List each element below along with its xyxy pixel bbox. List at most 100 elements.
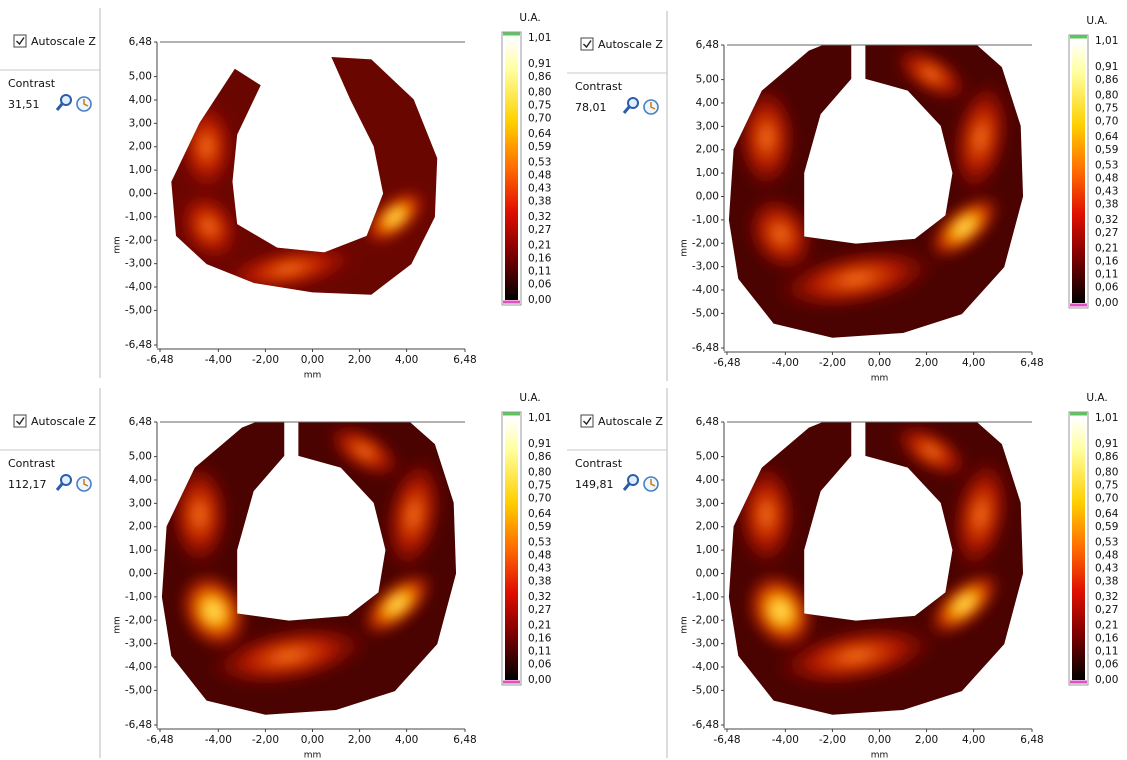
reset-hands[interactable] bbox=[650, 102, 656, 110]
reset-button[interactable] bbox=[76, 476, 92, 492]
autoscale-checkbox[interactable] bbox=[13, 414, 27, 428]
heat-spot bbox=[735, 460, 798, 569]
reset-button[interactable] bbox=[643, 476, 659, 492]
checkbox-box[interactable] bbox=[13, 414, 27, 428]
y-tick-label: 1,00 bbox=[129, 544, 152, 556]
heat-spot bbox=[219, 244, 359, 294]
colorbar-tick-label: 0,16 bbox=[528, 252, 552, 264]
reset-button[interactable] bbox=[76, 96, 92, 112]
y-tick-label: 4,00 bbox=[129, 474, 152, 486]
x-tick-label: 0,00 bbox=[301, 734, 324, 746]
reset-button[interactable] bbox=[643, 99, 659, 115]
colorbar-tick-label: 0,43 bbox=[528, 562, 551, 574]
autoscale-label: Autoscale Z bbox=[598, 38, 663, 51]
colorbar-tick-label: 0,27 bbox=[528, 224, 551, 236]
panel: Autoscale Z Contrast 112,17 6,48 5,00 4,00 3,0… bbox=[0, 388, 552, 760]
x-tick-label: 6,48 bbox=[1020, 357, 1043, 369]
colorbar-tick-label: 0,11 bbox=[1095, 268, 1118, 280]
y-tick-label: 4,00 bbox=[696, 474, 719, 486]
zoom-lens[interactable] bbox=[627, 97, 639, 109]
x-tick-label: -4,00 bbox=[205, 734, 232, 746]
zoom-lens[interactable] bbox=[627, 474, 639, 486]
x-tick-label: -2,00 bbox=[819, 734, 846, 746]
colorbar-tick-label: 0,43 bbox=[1095, 562, 1118, 574]
colorbar-tick-label: 0,38 bbox=[1095, 198, 1118, 210]
heat-spot bbox=[927, 194, 1002, 261]
autoscale-checkbox[interactable] bbox=[580, 37, 594, 51]
colorbar bbox=[1072, 418, 1085, 680]
x-axis-label: mm bbox=[871, 751, 889, 760]
checkbox-check[interactable] bbox=[16, 417, 25, 426]
x-axis-label: mm bbox=[304, 751, 322, 760]
checkbox-box[interactable] bbox=[580, 37, 594, 51]
colorbar-tick-label: 0,91 bbox=[528, 58, 551, 70]
heat-spot bbox=[178, 99, 235, 194]
colorbar-tick-label: 0,59 bbox=[528, 141, 551, 153]
y-tick-label: 3,00 bbox=[696, 120, 719, 132]
colorbar-tick-label: 0,21 bbox=[1095, 243, 1118, 255]
zoom-button[interactable] bbox=[622, 97, 639, 114]
y-axis-label: mm bbox=[113, 236, 123, 254]
colorbar-tick-label: 0,38 bbox=[1095, 575, 1118, 587]
zoom-button[interactable] bbox=[622, 474, 639, 491]
colorbar-tick-label: 0,64 bbox=[1095, 131, 1119, 143]
y-axis-label: mm bbox=[680, 239, 690, 257]
colorbar-tick-label: 0,00 bbox=[1095, 674, 1118, 686]
y-tick-label: 5,00 bbox=[129, 451, 152, 463]
colorbar-tick-label: 0,53 bbox=[1095, 160, 1118, 172]
colorbar-tick-label: 0,91 bbox=[1095, 61, 1118, 73]
y-tick-label: -2,00 bbox=[692, 237, 719, 249]
x-tick-label: 0,00 bbox=[868, 734, 891, 746]
panel: Autoscale Z Contrast 78,01 6,48 5,00 4,00 3,00… bbox=[567, 11, 1119, 384]
y-tick-label: -2,00 bbox=[125, 614, 152, 626]
y-tick-label: 3,00 bbox=[129, 117, 152, 129]
colorbar-tick-label: 0,64 bbox=[1095, 508, 1119, 520]
zoom-handle[interactable] bbox=[55, 483, 64, 491]
heatmap-body bbox=[728, 422, 1024, 715]
colorbar-tick-label: 0,43 bbox=[528, 182, 551, 194]
colorbar-tick-label: 0,48 bbox=[1095, 549, 1118, 561]
checkbox-check[interactable] bbox=[16, 37, 25, 46]
zoom-lens[interactable] bbox=[60, 94, 72, 106]
y-tick-label: -6,48 bbox=[125, 719, 152, 731]
zoom-button[interactable] bbox=[55, 474, 72, 491]
heat-spot bbox=[745, 570, 817, 652]
heat-spot bbox=[774, 247, 938, 311]
y-tick-label: 5,00 bbox=[696, 451, 719, 463]
colorbar-tick-label: 0,59 bbox=[528, 521, 551, 533]
colorbar-tick-label: 0,86 bbox=[1095, 74, 1119, 86]
zoom-handle[interactable] bbox=[622, 483, 631, 491]
colorbar-tick-label: 0,06 bbox=[528, 658, 552, 670]
contrast-label: Contrast bbox=[8, 77, 56, 90]
y-tick-label: -1,00 bbox=[125, 591, 152, 603]
colorbar-tick-label: 0,91 bbox=[528, 438, 551, 450]
colorbar-tick-label: 1,01 bbox=[1095, 412, 1118, 424]
x-tick-label: 4,00 bbox=[395, 354, 418, 366]
colorbar-tick-label: 0,75 bbox=[528, 479, 551, 491]
autoscale-checkbox[interactable] bbox=[13, 34, 27, 48]
checkbox-check[interactable] bbox=[583, 40, 592, 49]
checkbox-check[interactable] bbox=[583, 417, 592, 426]
x-tick-label: -6,48 bbox=[713, 734, 740, 746]
autoscale-checkbox[interactable] bbox=[580, 414, 594, 428]
reset-hands[interactable] bbox=[650, 479, 656, 487]
zoom-button[interactable] bbox=[55, 94, 72, 111]
colorbar-tick-label: 0,70 bbox=[1095, 115, 1118, 127]
y-tick-label: -5,00 bbox=[125, 304, 152, 316]
reset-hands[interactable] bbox=[83, 479, 89, 487]
checkbox-box[interactable] bbox=[13, 34, 27, 48]
colorbar-tick-label: 0,75 bbox=[528, 99, 551, 111]
colorbar-tick-label: 0,48 bbox=[1095, 172, 1118, 184]
contrast-value: 149,81 bbox=[575, 478, 614, 491]
zoom-lens[interactable] bbox=[60, 474, 72, 486]
reset-hands[interactable] bbox=[83, 99, 89, 107]
heatmap-spots bbox=[735, 46, 1011, 311]
colorbar-title: U.A. bbox=[519, 392, 540, 404]
y-tick-label: 1,00 bbox=[696, 544, 719, 556]
colorbar-title: U.A. bbox=[519, 12, 540, 24]
x-tick-label: -2,00 bbox=[252, 354, 279, 366]
zoom-handle[interactable] bbox=[622, 106, 631, 114]
zoom-handle[interactable] bbox=[55, 103, 64, 111]
y-tick-label: 6,48 bbox=[129, 416, 152, 428]
checkbox-box[interactable] bbox=[580, 414, 594, 428]
